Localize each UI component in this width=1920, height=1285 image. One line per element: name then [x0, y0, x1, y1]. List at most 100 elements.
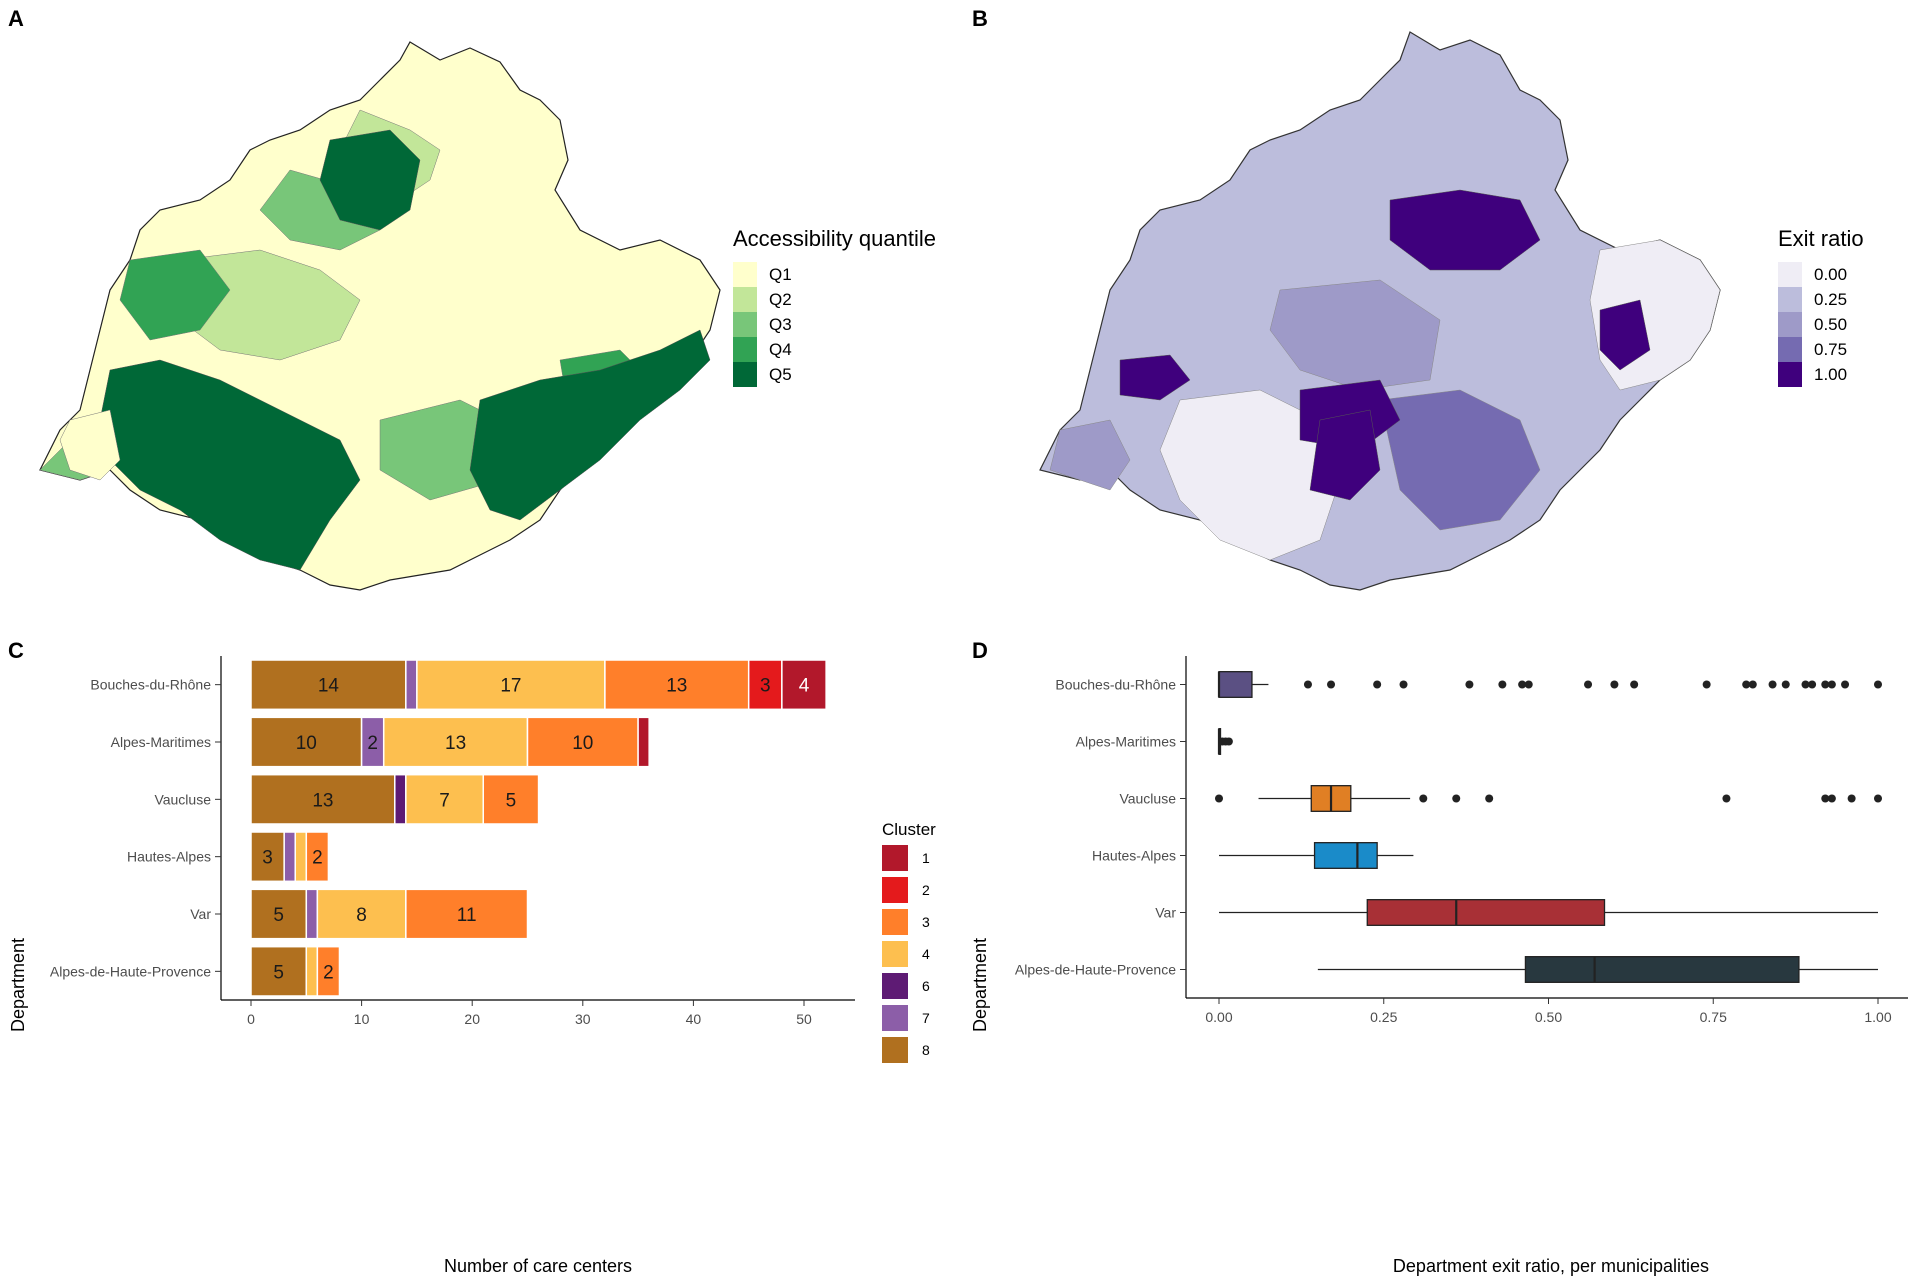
bar-value-label: 8 — [356, 905, 367, 926]
cluster-key-label: 6 — [922, 978, 930, 994]
outlier-point — [1498, 680, 1507, 689]
c-y-tick-label: Hautes-Alpes — [127, 849, 211, 865]
outlier-point — [1841, 680, 1850, 689]
bar-segment — [781, 659, 827, 711]
q5-zone — [469, 329, 711, 521]
bar-value-label: 17 — [500, 676, 521, 697]
exit-ratio-legend-title: Exit ratio — [1778, 226, 1864, 251]
cluster-key-swatch — [882, 973, 908, 999]
box-iqr — [1366, 899, 1606, 926]
box-iqr — [1313, 842, 1378, 869]
outlier-point — [1373, 680, 1382, 689]
q5-zone — [99, 359, 361, 571]
outlier-point — [1303, 680, 1312, 689]
bar-value-label: 2 — [367, 733, 378, 754]
outlier-point — [1781, 680, 1790, 689]
outlier-point — [1874, 680, 1882, 689]
bar-segment — [747, 659, 783, 711]
cluster-key-label: 2 — [922, 882, 930, 898]
bar-value-label: 10 — [296, 733, 317, 754]
bar-value-label: 5 — [506, 790, 517, 811]
panel-d: D 0.00 0.25 0.50 0.75 1.00 Bouches-du-Rhône Al… — [960, 638, 1920, 1280]
outlier-point — [1821, 680, 1830, 689]
outlier-point — [1874, 794, 1882, 803]
cluster-key-label: 4 — [922, 946, 930, 962]
quantile-key-label: Q2 — [769, 290, 792, 309]
bar-value-label: 5 — [273, 905, 284, 926]
c-x-tick-label: 20 — [464, 1011, 480, 1027]
cluster-key-swatch — [882, 1037, 908, 1063]
bar-value-label: 14 — [318, 676, 340, 697]
bar-value-label: 2 — [312, 848, 323, 869]
exit-ratio-map — [1039, 31, 1721, 591]
bar-value-label: 7 — [439, 790, 450, 811]
bar-value-label: 2 — [323, 962, 334, 983]
bar-segment — [637, 716, 650, 768]
exit-ratio-key-swatch — [1778, 337, 1802, 362]
outlier-point — [1808, 680, 1817, 689]
outlier-point — [1584, 680, 1593, 689]
bar-segment — [382, 716, 529, 768]
exit-ratio-map-svg: B Exit ratio 0.00 0.25 0.50 0.75 1.00 — [972, 6, 1864, 591]
quantile-key-swatch — [733, 337, 757, 362]
bar-value-label: 4 — [799, 676, 810, 697]
exit-ratio-legend: Exit ratio 0.00 0.25 0.50 0.75 1.00 — [1778, 226, 1864, 387]
quantile-key-label: Q3 — [769, 315, 792, 334]
c-x-tick-label: 50 — [796, 1011, 812, 1027]
cluster-key-swatch — [882, 941, 908, 967]
exit-zone-100 — [1599, 299, 1651, 371]
cluster-key-swatch — [882, 845, 908, 871]
panel-d-label: D — [972, 640, 988, 663]
bar-value-label: 3 — [760, 676, 771, 697]
d-y-tick-label: Alpes-de-Haute-Provence — [1015, 962, 1176, 978]
exit-zone-0 — [1159, 389, 1341, 561]
bar-segment — [305, 831, 330, 883]
bar-segment — [405, 659, 418, 711]
bar-segment — [250, 659, 407, 711]
cluster-legend-title: Cluster — [882, 820, 936, 839]
c-x-tick-label: 40 — [686, 1011, 702, 1027]
c-x-tick-label: 0 — [247, 1011, 255, 1027]
exit-ratio-key-swatch — [1778, 312, 1802, 337]
d-x-tick-label: 1.00 — [1864, 1009, 1891, 1025]
outlier-point — [1327, 680, 1336, 689]
accessibility-map-svg: A Accessibility quantile Q1 Q2 Q3 Q4 Q5 — [8, 6, 936, 591]
bar-value-label: 13 — [312, 790, 333, 811]
bar-segment — [405, 773, 485, 825]
quantile-key-swatch — [733, 312, 757, 337]
d-x-tick-label: 0.25 — [1370, 1009, 1397, 1025]
exit-ratio-boxplot: D 0.00 0.25 0.50 0.75 1.00 Bouches-du-Rhône Al… — [970, 638, 1908, 1276]
cluster-key-swatch — [882, 1005, 908, 1031]
bar-value-label: 13 — [666, 676, 687, 697]
c-y-tick-label: Var — [190, 906, 211, 922]
c-x-tick-label: 10 — [354, 1011, 370, 1027]
outlier-point — [1821, 794, 1830, 803]
outlier-point — [1524, 680, 1533, 689]
cluster-key-label: 1 — [922, 850, 930, 866]
d-x-axis-title: Department exit ratio, per municipalitie… — [1393, 1256, 1709, 1276]
outlier-point — [1518, 680, 1527, 689]
cluster-key-label: 8 — [922, 1042, 930, 1058]
outlier-point — [1827, 680, 1836, 689]
c-y-tick-label: Alpes-Maritimes — [111, 734, 211, 750]
exit-ratio-key-swatch — [1778, 362, 1802, 387]
c-x-axis-title: Number of care centers — [444, 1256, 632, 1276]
d-y-tick-label: Vaucluse — [1119, 791, 1176, 807]
exit-zone-100 — [1309, 409, 1381, 501]
box-iqr — [1218, 671, 1253, 698]
exit-zone-075 — [1379, 389, 1541, 531]
outlier-point — [1452, 794, 1461, 803]
d-y-tick-label: Bouches-du-Rhône — [1055, 677, 1176, 693]
exit-ratio-key-label: 0.00 — [1814, 265, 1847, 284]
bar-segment — [482, 773, 540, 825]
outlier-point — [1215, 794, 1223, 803]
outlier-point — [1610, 680, 1619, 689]
q1-zone — [59, 409, 121, 481]
outlier-point — [1827, 794, 1836, 803]
quantile-key-label: Q1 — [769, 265, 792, 284]
panel-c: C 0 10 20 30 40 50 Bouches-du-Rhône 14 17 13 3 4 Alp… — [0, 638, 960, 1280]
exit-ratio-key-label: 0.75 — [1814, 340, 1847, 359]
quantile-key-swatch — [733, 362, 757, 387]
d-x-tick-label: 0.00 — [1205, 1009, 1232, 1025]
bar-value-label: 13 — [445, 733, 466, 754]
